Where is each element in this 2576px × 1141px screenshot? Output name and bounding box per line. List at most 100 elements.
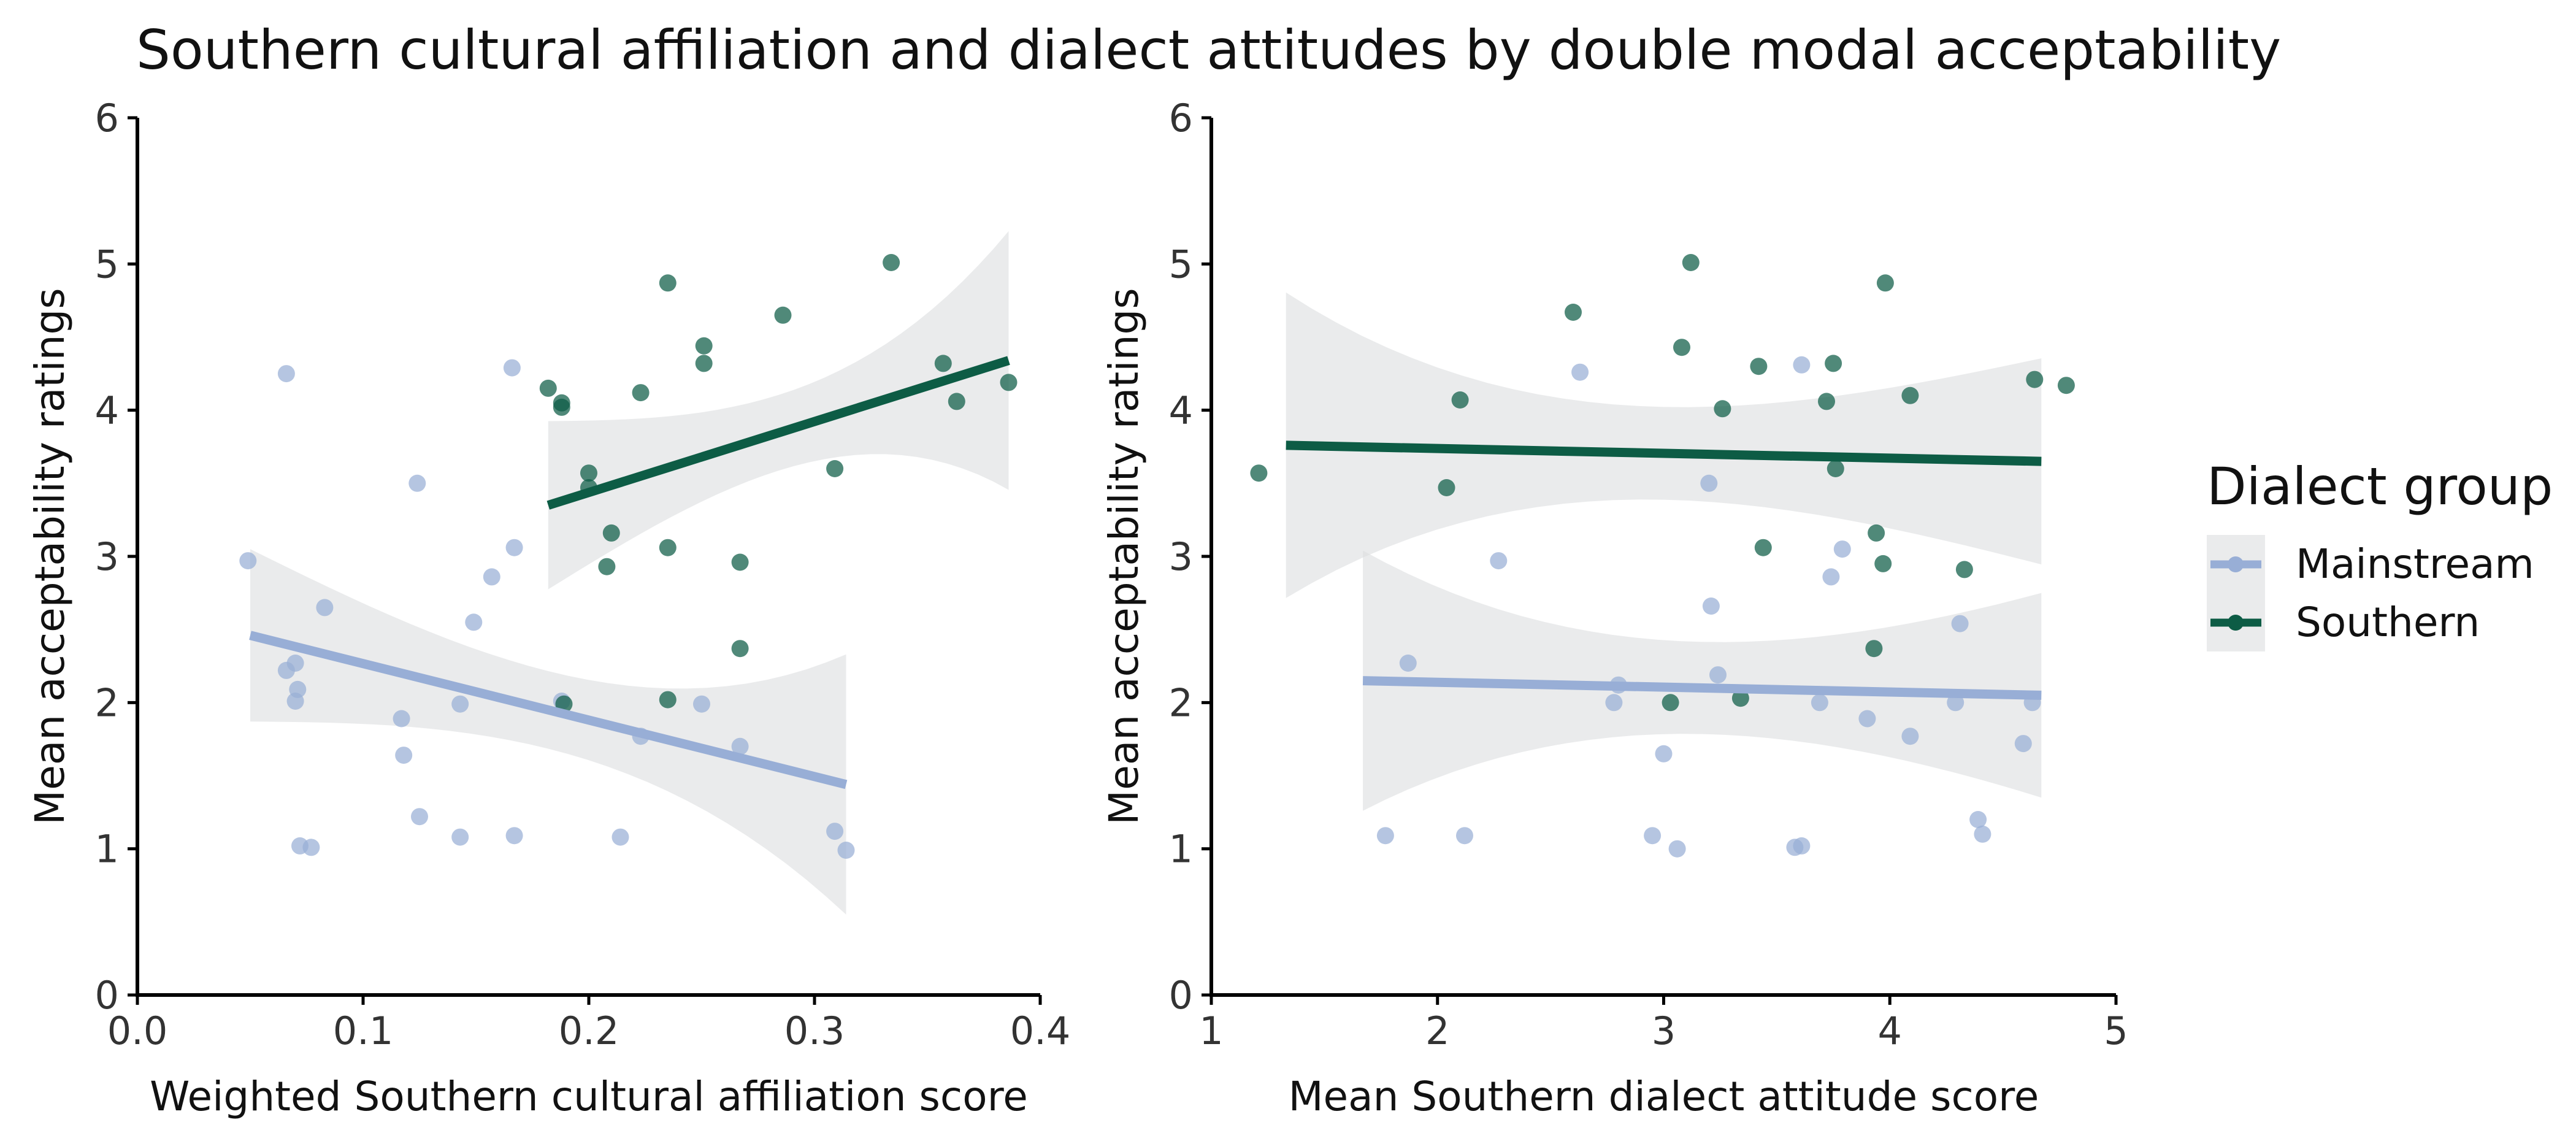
confidence-band-southern [548, 231, 1009, 590]
data-point-mainstream [1974, 825, 1991, 843]
y-tick-label: 1 [1169, 827, 1193, 872]
x-tick-label: 5 [2104, 1008, 2128, 1053]
y-axis-title: Mean acceptability ratings [1100, 288, 1148, 824]
data-point-mainstream [395, 747, 413, 764]
data-point-mainstream [1456, 827, 1473, 845]
legend-dot-southern [2228, 615, 2244, 631]
y-tick-label: 3 [95, 534, 119, 579]
data-point-southern [1876, 274, 1894, 292]
data-point-mainstream [1793, 356, 1811, 374]
data-point-southern [883, 254, 900, 271]
data-point-mainstream [239, 552, 257, 570]
data-point-southern [1731, 690, 1749, 707]
data-point-southern [1754, 539, 1772, 556]
data-point-southern [1901, 386, 1919, 404]
data-point-mainstream [1793, 837, 1811, 855]
data-point-mainstream [1951, 615, 1969, 632]
data-point-mainstream [1571, 363, 1589, 381]
data-point-southern [934, 355, 952, 372]
y-tick-label: 5 [95, 242, 119, 286]
x-tick-label: 3 [1652, 1008, 1676, 1053]
data-point-southern [580, 464, 597, 482]
data-point-southern [1682, 254, 1700, 271]
data-point-mainstream [1605, 694, 1623, 712]
data-point-mainstream [1668, 840, 1686, 858]
data-point-southern [1865, 640, 1883, 658]
data-point-mainstream [411, 808, 428, 826]
data-point-mainstream [277, 365, 295, 383]
data-point-mainstream [1811, 694, 1828, 712]
y-tick-label: 4 [95, 388, 119, 433]
data-point-southern [1827, 460, 1844, 477]
data-point-mainstream [1490, 552, 1508, 570]
trend-line-mainstream [249, 631, 848, 789]
data-point-southern [1438, 479, 1455, 496]
x-tick-label: 1 [1199, 1008, 1223, 1053]
data-point-mainstream [1700, 474, 1718, 492]
data-point-mainstream [1655, 745, 1673, 763]
data-point-mainstream [1858, 710, 1876, 728]
data-point-mainstream [1399, 655, 1417, 672]
data-point-southern [731, 640, 749, 658]
data-point-southern [1250, 464, 1268, 482]
data-point-southern [695, 337, 713, 355]
data-point-mainstream [1969, 811, 1987, 828]
data-point-southern [1955, 561, 1973, 578]
x-tick-label: 0.0 [107, 1008, 168, 1053]
data-point-mainstream [286, 655, 304, 672]
data-point-mainstream [483, 568, 500, 586]
confidence-band-southern [1286, 292, 2042, 598]
data-point-mainstream [503, 359, 521, 377]
data-point-southern [1451, 391, 1469, 409]
y-tick-label: 0 [1169, 973, 1193, 1018]
data-point-mainstream [837, 842, 855, 859]
data-point-southern [1714, 400, 1731, 418]
data-point-mainstream [826, 823, 844, 840]
legend-label-southern: Southern [2296, 599, 2480, 646]
legend-title: Dialect group [2207, 456, 2553, 517]
y-tick-label: 2 [1169, 680, 1193, 725]
data-point-southern [2026, 371, 2044, 388]
data-point-mainstream [451, 828, 469, 846]
data-point-mainstream [316, 599, 334, 617]
trend-line-mainstream [1362, 676, 2042, 700]
data-point-southern [659, 274, 677, 292]
data-point-mainstream [1901, 728, 1919, 745]
data-point-southern [1874, 555, 1892, 572]
left-panel: 0 1 2 3 4 5 6 0.0 0.1 0.2 0.3 0.4 Weighted Southern … [26, 96, 1070, 1120]
y-tick-label: 6 [1169, 96, 1193, 140]
x-axis-title: Weighted Southern cultural affiliation s… [150, 1073, 1028, 1120]
data-point-mainstream [408, 474, 426, 492]
data-point-mainstream [1822, 568, 1840, 586]
legend-label-mainstream: Mainstream [2296, 540, 2534, 588]
y-tick-label: 2 [95, 680, 119, 725]
data-point-southern [659, 539, 677, 556]
data-point-southern [1673, 339, 1690, 356]
y-tick-label: 5 [1169, 242, 1193, 286]
confidence-band-mainstream [1363, 550, 2042, 811]
data-point-mainstream [505, 827, 523, 845]
data-point-mainstream [1702, 597, 1720, 615]
data-point-southern [774, 306, 792, 324]
y-tick-label: 6 [95, 96, 119, 140]
x-tick-label: 0.4 [1010, 1008, 1071, 1053]
legend: Dialect group Mainstream Southern [2207, 456, 2553, 651]
x-tick-label: 0.1 [333, 1008, 394, 1053]
data-point-southern [598, 558, 616, 575]
data-point-mainstream [1644, 827, 1662, 845]
data-point-mainstream [1833, 540, 1851, 558]
legend-dot-mainstream [2228, 556, 2244, 572]
data-point-mainstream [693, 695, 710, 713]
data-point-southern [1662, 694, 1679, 712]
y-axis-title: Mean acceptability ratings [26, 288, 74, 824]
data-point-mainstream [1376, 827, 1394, 845]
trend-line-southern [1286, 440, 2042, 466]
x-axis-title: Mean Southern dialect attitude score [1289, 1073, 2039, 1120]
y-tick-label: 1 [95, 827, 119, 872]
data-point-southern [632, 384, 650, 402]
y-tick-label: 3 [1169, 534, 1193, 579]
data-point-mainstream [393, 710, 410, 728]
data-point-southern [1750, 358, 1768, 375]
